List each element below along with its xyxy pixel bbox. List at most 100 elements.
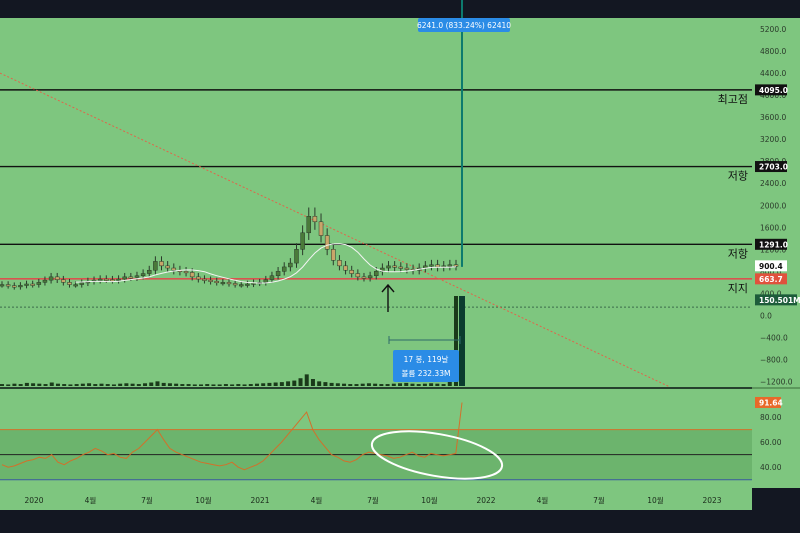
volume-bar [192, 384, 197, 386]
volume-bar [223, 384, 228, 386]
volume-bar [180, 384, 185, 386]
price-label: 2703.0 [759, 163, 788, 172]
volume-bar [217, 384, 222, 386]
candle-body [42, 279, 48, 283]
price-tick-label: 2400.0 [760, 179, 786, 188]
rsi-tick-label: 60.00 [760, 438, 782, 447]
candle-body [306, 216, 312, 234]
volume-bar [0, 384, 4, 386]
volume-bar [49, 382, 54, 386]
candle-body [134, 275, 140, 278]
time-axis-label: 4월 [537, 495, 549, 505]
candle-body [361, 276, 367, 279]
candle-body [196, 276, 201, 280]
candle-body [24, 283, 29, 286]
volume-bar [161, 382, 166, 386]
volume-bar [454, 296, 458, 386]
price-tick-label: 400.0 [760, 289, 782, 298]
volume-bar [435, 383, 440, 386]
time-axis-bg [0, 488, 752, 510]
measure-tooltip-box [393, 350, 459, 382]
price-tick-label: −400.0 [760, 333, 788, 342]
candle-body [281, 266, 287, 272]
rsi-line [1, 402, 463, 471]
volume-bar [136, 384, 141, 386]
volume-bar [87, 383, 92, 386]
level-annotation: 지지 [728, 282, 748, 295]
volume-bar [422, 383, 427, 386]
volume-bar [43, 384, 48, 386]
candle-body [146, 269, 152, 274]
volume-bar [24, 382, 29, 386]
volume-bar [391, 383, 396, 386]
volume-bar [398, 383, 403, 386]
candle-body [183, 271, 189, 274]
candle-body [128, 276, 134, 279]
candle-body [324, 235, 330, 250]
time-axis-label: 10월 [421, 495, 438, 505]
volume-bar [149, 382, 154, 386]
candle-body [12, 285, 17, 288]
time-axis-label: 7월 [593, 495, 605, 505]
time-axis-label: 7월 [141, 495, 153, 505]
candle-body [116, 278, 121, 281]
price-label-box [755, 294, 797, 306]
volume-bar [111, 384, 116, 386]
time-axis-label: 2020 [24, 496, 43, 505]
price-label: 663.7 [759, 275, 783, 284]
time-axis-label: 4월 [311, 495, 323, 505]
volume-bar [335, 383, 340, 386]
candle-body [104, 278, 109, 281]
volume-bar [93, 384, 98, 386]
rsi-current-box [755, 396, 781, 408]
candle-body [61, 279, 66, 283]
volume-bar [310, 379, 315, 386]
candle-body [140, 273, 146, 276]
volume-bar [167, 383, 172, 386]
time-axis-label: 2021 [250, 496, 269, 505]
volume-bar [441, 384, 446, 386]
price-label-box [755, 273, 787, 285]
volume-bar [379, 384, 384, 386]
volume-bar [12, 383, 17, 386]
moving-average-line [75, 243, 457, 284]
candle-body [245, 283, 250, 286]
candle-body [30, 283, 35, 286]
price-tick-label: 0.0 [760, 311, 772, 320]
volume-bar [31, 383, 36, 386]
time-axis-label: 2023 [702, 496, 721, 505]
time-axis-label: 7월 [367, 495, 379, 505]
level-annotation: 최고점 [718, 93, 748, 106]
volume-bar [292, 380, 297, 386]
candle-body [226, 282, 232, 285]
price-tick-label: 1600.0 [760, 223, 786, 232]
volume-bar [354, 384, 359, 386]
candle-body [349, 269, 354, 274]
volume-bar [360, 383, 365, 386]
axis-bg [752, 18, 800, 488]
candle-body [214, 281, 219, 284]
candle-body [404, 267, 410, 270]
volume-bar [304, 374, 309, 386]
volume-bar [74, 384, 79, 386]
candle-body [288, 262, 293, 268]
time-axis-label: 10월 [647, 495, 664, 505]
volume-bar [323, 382, 328, 386]
price-label: 150.501M [759, 296, 800, 305]
candle-body [153, 261, 158, 271]
price-label-box [755, 260, 787, 272]
volume-bar [174, 383, 179, 386]
volume-bar [329, 382, 334, 386]
trend-line [0, 72, 671, 388]
candle-body [355, 273, 361, 278]
candle-body [208, 279, 213, 282]
candle-body [73, 284, 78, 287]
volume-bar [286, 381, 291, 386]
highlight-ellipse [370, 430, 504, 480]
candle-body [269, 275, 275, 280]
candle-body [435, 264, 440, 268]
volume-bar [385, 384, 390, 386]
price-label: 4095.0 [759, 86, 788, 95]
